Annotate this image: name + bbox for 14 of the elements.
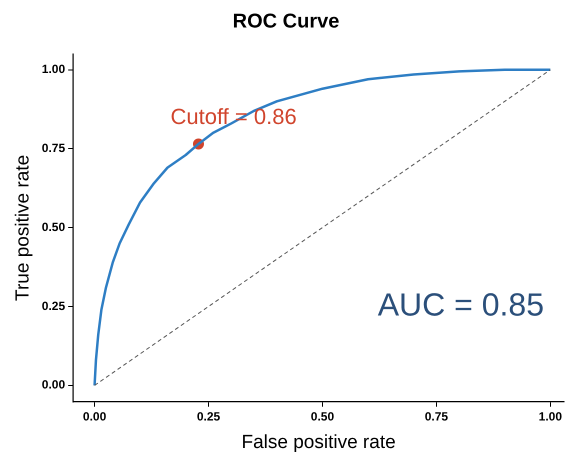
x-tick-label: 0.50 [310, 409, 334, 424]
x-tick-label: 0.75 [424, 409, 448, 424]
y-tick-label: 0.00 [42, 378, 66, 392]
y-tick-label: 0.50 [42, 220, 66, 234]
x-axis-title: False positive rate [241, 432, 396, 453]
y-axis-title: True positive rate [12, 154, 34, 301]
x-tick-label: 1.00 [538, 409, 562, 424]
x-tick-label: 0.00 [82, 409, 107, 424]
x-tick-label: 0.25 [196, 409, 221, 424]
y-tick-label: 0.25 [42, 298, 66, 313]
chart-title: ROC Curve [232, 10, 340, 33]
annotation: AUC = 0.85 [378, 286, 544, 322]
y-tick-label: 0.75 [42, 140, 66, 155]
y-tick-label: 1.00 [42, 62, 66, 76]
